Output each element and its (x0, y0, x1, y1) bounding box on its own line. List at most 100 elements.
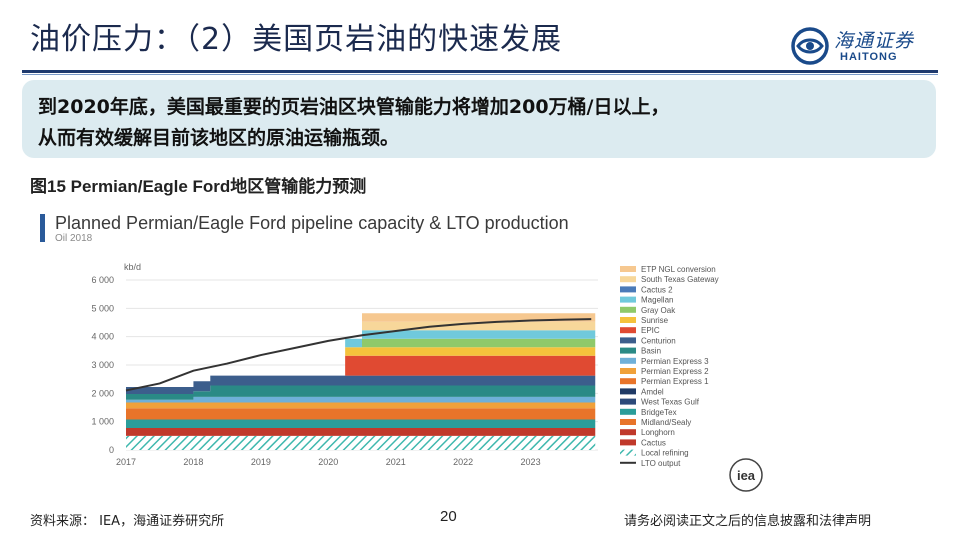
legend-swatch (620, 306, 636, 313)
slide-title: 油价压力：（2）美国页岩油的快速发展 (30, 22, 563, 57)
y-tick-label: 1 000 (91, 417, 114, 427)
disclaimer: 请务必阅读正文之后的信息披露和法律声明 (624, 514, 872, 529)
legend-item: Basin (620, 347, 661, 356)
logo-chinese-text: 海通证券 (834, 30, 915, 52)
legend-swatch (620, 266, 636, 272)
legend-label: ETP NGL conversion (641, 265, 716, 274)
iea-logo-text: iea (737, 468, 756, 483)
legend-label: South Texas Gateway (641, 275, 719, 284)
legend-item: Permian Express 1 (620, 377, 709, 386)
legend-swatch (620, 296, 636, 303)
legend-swatch (620, 327, 636, 334)
y-tick-label: 0 (109, 445, 114, 455)
legend-item: LTO output (620, 459, 681, 468)
x-tick-label: 2021 (386, 457, 406, 467)
legend-label: Cactus (641, 438, 666, 447)
legend-swatch (620, 419, 636, 425)
legend-label: Longhorn (641, 428, 675, 437)
lto-output-line (125, 318, 592, 392)
legend-item: Gray Oak (620, 306, 676, 315)
area-local-refining (126, 435, 596, 450)
y-tick-label: 6 000 (91, 275, 114, 285)
legend-swatch (620, 429, 636, 436)
area-bridgetex (126, 419, 596, 429)
legend-swatch (620, 276, 636, 283)
legend-swatch (620, 408, 636, 415)
x-tick-label: 2023 (521, 457, 541, 467)
legend-item: Permian Express 2 (620, 367, 709, 376)
legend-swatch (620, 337, 636, 344)
legend-label: BridgeTex (641, 408, 677, 417)
y-tick-label: 4 000 (91, 332, 114, 342)
legend-swatch (620, 286, 636, 293)
page-number: 20 (440, 508, 457, 525)
legend-item: BridgeTex (620, 408, 677, 417)
area-magellan (126, 330, 596, 387)
legend-item: Midland/Sealy (620, 418, 691, 427)
summary-line-2: 从而有效缓解目前该地区的原油运输瓶颈。 (38, 127, 400, 149)
legend-item: Permian Express 3 (620, 357, 709, 366)
legend-label: Permian Express 2 (641, 367, 709, 376)
legend-label: Permian Express 3 (641, 357, 709, 366)
legend-label: Sunrise (641, 316, 669, 325)
chart-title: Planned Permian/Eagle Ford pipeline capa… (55, 213, 569, 233)
legend-item: Sunrise (620, 316, 669, 325)
legend-item: Local refining (620, 449, 689, 458)
area-basin (126, 385, 596, 400)
iea-logo: iea (729, 458, 763, 492)
y-axis-unit: kb/d (124, 262, 141, 272)
y-tick-label: 2 000 (91, 388, 114, 398)
legend-label: EPIC (641, 326, 660, 335)
y-tick-label: 3 000 (91, 360, 114, 370)
legend-label: Midland/Sealy (641, 418, 691, 427)
x-tick-label: 2022 (453, 457, 473, 467)
legend-swatch (620, 439, 636, 446)
legend-swatch (620, 388, 636, 395)
title-divider-thin (22, 74, 938, 75)
legend-swatch (620, 347, 636, 354)
legend-item: Amdel (620, 387, 664, 396)
iea-logo-circle (729, 458, 763, 492)
legend-label: Local refining (641, 449, 689, 458)
legend-label: Magellan (641, 296, 673, 305)
area-permian-express-2 (126, 402, 596, 409)
area-permian-express-3 (126, 396, 596, 403)
y-tick-label: 5 000 (91, 303, 114, 313)
area-longhorn (126, 428, 596, 436)
figure-caption: 图15 Permian/Eagle Ford地区管输能力预测 (30, 177, 367, 196)
legend-label: Cactus 2 (641, 285, 673, 294)
legend-item: South Texas Gateway (620, 275, 719, 284)
area-epic (126, 355, 596, 387)
legend-item: Longhorn (620, 428, 675, 437)
legend-label: West Texas Gulf (641, 398, 700, 407)
legend-label: Amdel (641, 387, 664, 396)
area-gray-oak (126, 338, 596, 387)
area-centurion (126, 375, 596, 395)
legend-item: ETP NGL conversion (620, 265, 716, 274)
legend-item: Magellan (620, 296, 673, 305)
x-tick-label: 2018 (183, 457, 203, 467)
x-tick-label: 2017 (116, 457, 136, 467)
area-sunrise (126, 347, 596, 387)
legend-item: Cactus 2 (620, 285, 673, 294)
chart-container: Planned Permian/Eagle Ford pipeline capa… (24, 200, 782, 500)
chart-subtitle: Oil 2018 (55, 233, 93, 244)
legend-item: EPIC (620, 326, 660, 335)
legend-label: Centurion (641, 336, 676, 345)
data-source: 资料来源： IEA，海通证券研究所 (30, 514, 225, 529)
legend-item: West Texas Gulf (620, 398, 700, 407)
legend-label: Basin (641, 347, 661, 356)
logo-english-text: HAITONG (840, 51, 898, 63)
legend-swatch (620, 378, 636, 385)
legend-item: Cactus (620, 438, 666, 447)
legend-swatch (620, 317, 636, 323)
haitong-logo: 海通证券 HAITONG (788, 24, 938, 68)
legend-label: Permian Express 1 (641, 377, 709, 386)
legend-swatch (620, 368, 636, 374)
area-permian-express-1 (126, 408, 596, 420)
legend-label: LTO output (641, 459, 681, 468)
summary-box: 到2020年底，美国最重要的页岩油区块管输能力将增加200万桶/日以上， 从而有… (22, 80, 936, 158)
area-south-texas-gateway (126, 321, 596, 387)
capacity-chart: Planned Permian/Eagle Ford pipeline capa… (40, 213, 763, 492)
legend-item: Centurion (620, 336, 676, 345)
